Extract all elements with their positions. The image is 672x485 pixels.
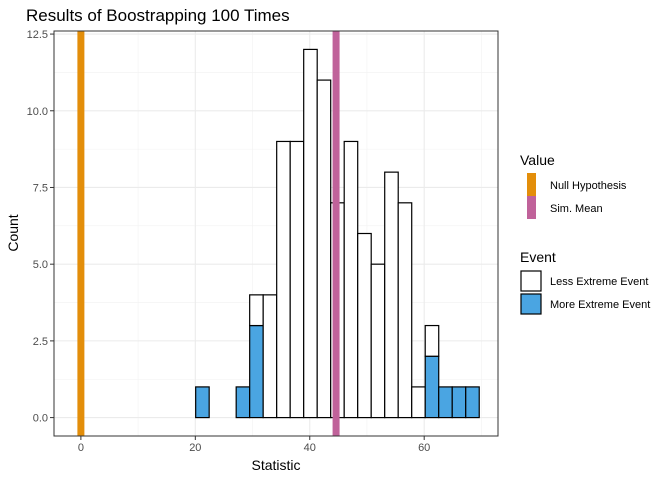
x-tick-label: 60 (418, 442, 430, 454)
bar-more-extreme-event (235, 386, 251, 419)
bar-less-extreme-event (249, 294, 264, 327)
legend-key-sim-mean (527, 196, 536, 219)
bars (195, 48, 480, 419)
bar-more-extreme-event (249, 324, 264, 419)
bar-more-extreme-event (465, 386, 480, 419)
bar-less-extreme-event (303, 48, 318, 419)
legend-value: Value Null Hypothesis Sim. Mean (520, 152, 627, 219)
bar-less-extreme-event (343, 140, 359, 419)
y-tick-label: 10.0 (27, 106, 48, 118)
legend-key-null-hypothesis (527, 173, 536, 196)
y-tick-label: 5.0 (33, 259, 48, 271)
legend-label-less-extreme: Less Extreme Event (550, 276, 648, 288)
chart-title: Results of Boostrapping 100 Times (26, 6, 290, 25)
x-axis-title: Statistic (251, 457, 300, 473)
x-axis: 0 20 40 60 (78, 436, 430, 454)
legend-event-title: Event (520, 249, 556, 265)
bar-less-extreme-event (262, 294, 278, 419)
bar-more-extreme-event (438, 386, 453, 419)
y-axis: 0.0 2.5 5.0 7.5 10.0 12.5 (27, 29, 54, 425)
x-tick-label: 0 (78, 442, 84, 454)
bar-less-extreme-event (424, 324, 440, 357)
bar-more-extreme-event (195, 386, 210, 419)
bar-less-extreme-event (276, 140, 291, 419)
y-tick-label: 0.0 (33, 413, 48, 425)
x-tick-label: 40 (304, 442, 316, 454)
legend-label-sim-mean: Sim. Mean (550, 203, 603, 215)
bar-less-extreme-event (411, 386, 426, 419)
bar-less-extreme-event (384, 171, 399, 419)
legend-key-less-extreme (520, 270, 542, 292)
panel-border (53, 30, 499, 437)
legend-label-null-hypothesis: Null Hypothesis (550, 180, 627, 192)
bar-less-extreme-event (289, 140, 305, 419)
y-axis-title: Count (5, 214, 21, 251)
bar-more-extreme-event (424, 355, 440, 419)
y-tick-label: 2.5 (33, 336, 48, 348)
bar-less-extreme-event (397, 202, 413, 419)
legend-label-more-extreme: More Extreme Event (550, 299, 650, 311)
y-tick-label: 12.5 (27, 29, 48, 41)
bar-less-extreme-event (357, 232, 372, 419)
bar-less-extreme-event (316, 79, 332, 419)
bar-less-extreme-event (370, 263, 386, 419)
x-tick-label: 20 (189, 442, 201, 454)
legend-event: Event Less Extreme Event More Extreme Ev… (520, 249, 650, 315)
y-tick-label: 7.5 (33, 182, 48, 194)
legend-key-more-extreme (520, 293, 542, 315)
legend-value-title: Value (520, 152, 555, 168)
bar-more-extreme-event (451, 386, 467, 419)
reference-lines (77, 31, 340, 436)
